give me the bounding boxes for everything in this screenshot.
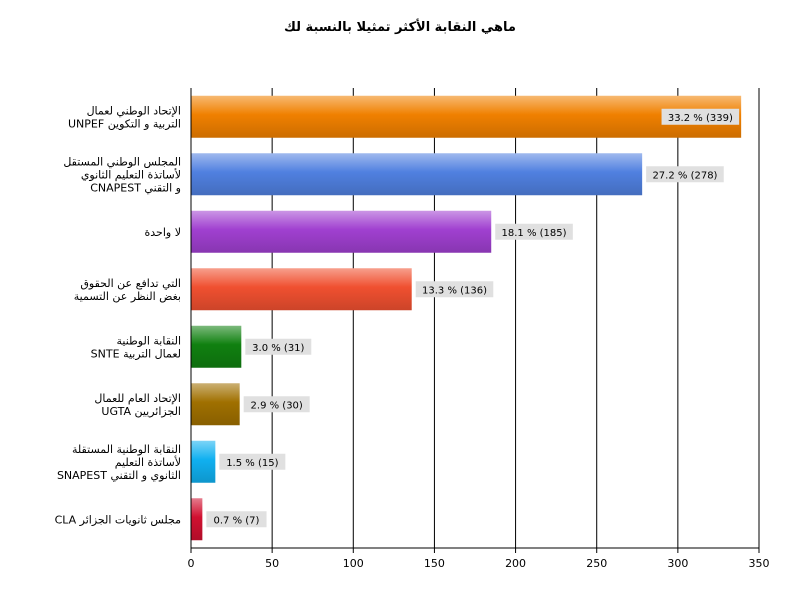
category-label: النقابة الوطنية	[117, 334, 181, 347]
data-label-background	[206, 511, 267, 528]
bar	[191, 325, 242, 368]
data-label-background	[245, 338, 312, 355]
data-label: 0.7 % (7)	[213, 515, 259, 526]
chart-title: ماهي النقابة الأكثر تمثيلا بالنسبة لك	[284, 18, 516, 35]
data-label: 27.2 % (278)	[652, 170, 717, 181]
category-label: الإتحاد الوطني لعمال	[87, 104, 181, 117]
category-label: UGTA الجزائريين	[101, 405, 181, 418]
category-label: لأساتذة التعليم	[115, 455, 181, 469]
category-label: بغض النظر عن التسمية	[74, 290, 181, 303]
x-axis-ticks: 0 50 100 150 200 250 300 350	[188, 548, 770, 570]
data-label: 3.0 % (31)	[252, 343, 304, 354]
category-label: CNAPEST و التقني	[90, 181, 181, 194]
data-label-background	[646, 166, 724, 183]
data-label: 2.9 % (30)	[251, 400, 303, 411]
x-tick-label: 350	[749, 557, 770, 570]
category-label: UNPEF التربية و التكوين	[68, 117, 181, 130]
bar	[191, 268, 412, 311]
x-tick-label: 0	[188, 557, 195, 570]
category-label: المجلس الوطني المستقل	[63, 155, 181, 168]
category-label: CLA مجلس ثانويات الجزائر	[55, 513, 182, 526]
data-label: 1.5 % (15)	[226, 458, 278, 469]
bar	[191, 440, 216, 483]
bar	[191, 95, 742, 138]
category-label: لأساتذة التعليم الثانوي	[81, 167, 181, 181]
data-label-background	[415, 281, 494, 298]
data-label-background	[219, 453, 286, 470]
axes	[190, 88, 759, 549]
data-label-background	[243, 396, 310, 413]
category-label: الإتحاد العام للعمال	[94, 392, 181, 405]
category-label: النقابة الوطنية المستقلة	[72, 443, 181, 456]
data-label: 18.1 % (185)	[502, 228, 567, 239]
x-tick-label: 300	[667, 557, 688, 570]
data-label: 13.3 % (136)	[422, 285, 487, 296]
data-label-background	[495, 223, 573, 240]
x-tick-label: 200	[505, 557, 526, 570]
data-labels: 33.2 % (339) 27.2 % (278) 18.1 % (185) 13.3…	[206, 108, 740, 528]
category-label: SNTE لعمال التربية	[91, 347, 181, 360]
bar	[191, 383, 240, 426]
category-label: SNAPEST الثانوي و التقني	[57, 469, 181, 482]
x-tick-label: 150	[424, 557, 445, 570]
x-tick-label: 100	[343, 557, 364, 570]
data-label: 33.2 % (339)	[668, 113, 733, 124]
category-label: لا واحدة	[145, 226, 181, 239]
x-tick-label: 50	[265, 557, 279, 570]
bar	[191, 498, 203, 541]
bar	[191, 153, 643, 196]
bar	[191, 210, 492, 253]
x-tick-label: 250	[586, 557, 607, 570]
data-label-background	[661, 108, 740, 125]
category-label: التي تدافع عن الحقوق	[80, 277, 181, 290]
bars	[191, 95, 742, 541]
